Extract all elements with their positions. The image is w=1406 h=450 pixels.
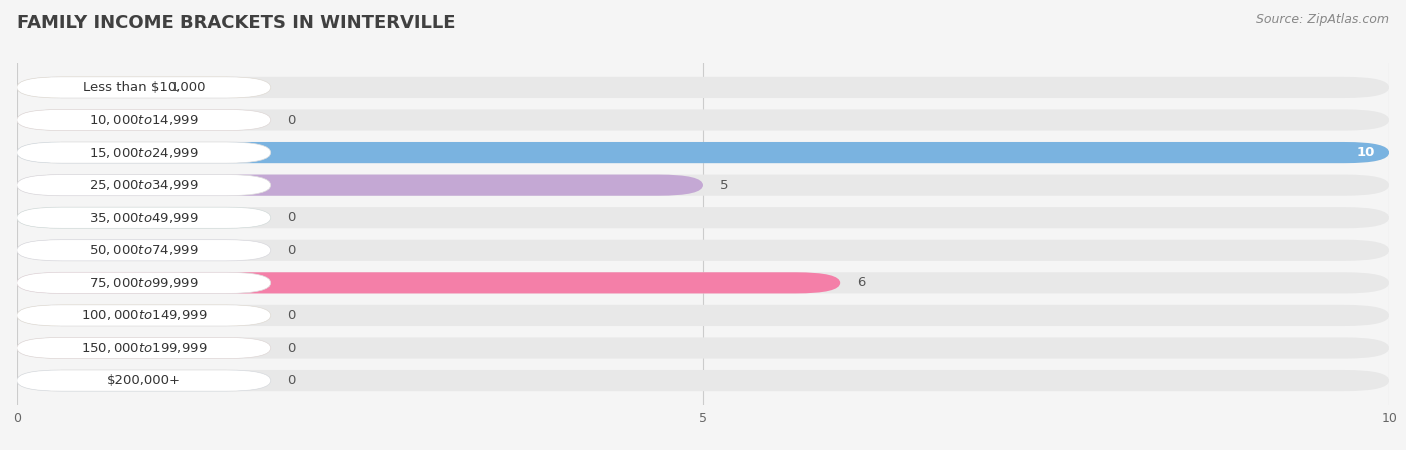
FancyBboxPatch shape — [17, 175, 703, 196]
FancyBboxPatch shape — [17, 142, 1389, 163]
FancyBboxPatch shape — [17, 142, 271, 163]
FancyBboxPatch shape — [17, 370, 1389, 391]
FancyBboxPatch shape — [17, 109, 271, 130]
Text: 0: 0 — [287, 309, 295, 322]
Text: 5: 5 — [720, 179, 728, 192]
FancyBboxPatch shape — [17, 77, 271, 98]
Text: 0: 0 — [287, 342, 295, 355]
Text: 0: 0 — [287, 374, 295, 387]
FancyBboxPatch shape — [17, 207, 1389, 228]
FancyBboxPatch shape — [17, 77, 1389, 98]
FancyBboxPatch shape — [17, 207, 271, 228]
Text: $200,000+: $200,000+ — [107, 374, 181, 387]
Text: $150,000 to $199,999: $150,000 to $199,999 — [80, 341, 207, 355]
FancyBboxPatch shape — [17, 305, 271, 326]
FancyBboxPatch shape — [17, 175, 271, 196]
FancyBboxPatch shape — [17, 240, 1389, 261]
FancyBboxPatch shape — [17, 272, 841, 293]
Text: $100,000 to $149,999: $100,000 to $149,999 — [80, 308, 207, 323]
Text: $75,000 to $99,999: $75,000 to $99,999 — [89, 276, 198, 290]
FancyBboxPatch shape — [17, 305, 1389, 326]
Text: $25,000 to $34,999: $25,000 to $34,999 — [89, 178, 198, 192]
FancyBboxPatch shape — [17, 142, 1389, 163]
FancyBboxPatch shape — [17, 240, 271, 261]
Text: 10: 10 — [1357, 146, 1375, 159]
FancyBboxPatch shape — [17, 77, 271, 98]
Text: 0: 0 — [287, 113, 295, 126]
FancyBboxPatch shape — [17, 272, 1389, 293]
Text: $10,000 to $14,999: $10,000 to $14,999 — [89, 113, 198, 127]
FancyBboxPatch shape — [17, 272, 271, 293]
Text: $35,000 to $49,999: $35,000 to $49,999 — [89, 211, 198, 225]
FancyBboxPatch shape — [17, 338, 271, 359]
FancyBboxPatch shape — [17, 370, 271, 391]
Text: 0: 0 — [287, 211, 295, 224]
FancyBboxPatch shape — [17, 370, 271, 391]
FancyBboxPatch shape — [17, 338, 1389, 359]
Text: Less than $10,000: Less than $10,000 — [83, 81, 205, 94]
Text: 6: 6 — [856, 276, 865, 289]
FancyBboxPatch shape — [17, 109, 271, 130]
Text: 1: 1 — [170, 81, 179, 94]
FancyBboxPatch shape — [17, 207, 271, 228]
Text: $15,000 to $24,999: $15,000 to $24,999 — [89, 145, 198, 160]
FancyBboxPatch shape — [17, 305, 271, 326]
Text: FAMILY INCOME BRACKETS IN WINTERVILLE: FAMILY INCOME BRACKETS IN WINTERVILLE — [17, 14, 456, 32]
Text: 0: 0 — [287, 244, 295, 257]
FancyBboxPatch shape — [17, 240, 271, 261]
FancyBboxPatch shape — [17, 338, 271, 359]
FancyBboxPatch shape — [17, 109, 1389, 130]
Text: $50,000 to $74,999: $50,000 to $74,999 — [89, 243, 198, 257]
Text: Source: ZipAtlas.com: Source: ZipAtlas.com — [1256, 14, 1389, 27]
FancyBboxPatch shape — [17, 175, 1389, 196]
